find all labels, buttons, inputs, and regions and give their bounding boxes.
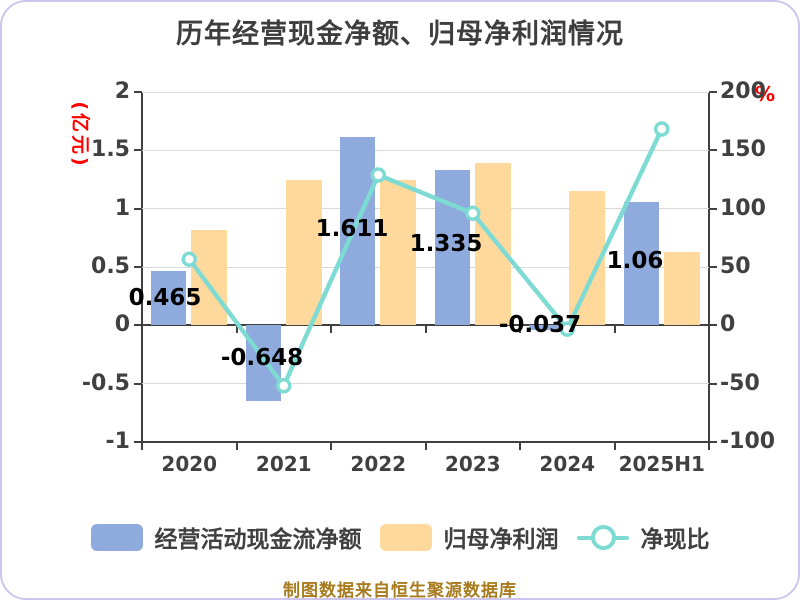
axis-tick xyxy=(134,382,142,385)
gridline xyxy=(142,208,709,210)
bar-value-label: 1.611 xyxy=(315,216,389,242)
axis-tick xyxy=(134,149,142,152)
legend-item-cash-ratio: 净现比 xyxy=(576,520,710,554)
y-axis-left-tick-label: -0.5 xyxy=(81,370,130,396)
y-axis-right-tick-label: 150 xyxy=(720,137,766,163)
x-axis-tick-label: 2023 xyxy=(444,452,501,476)
legend-item-operating-cashflow: 经营活动现金流净额 xyxy=(90,520,362,554)
axis-tick xyxy=(709,382,717,385)
axis-tick xyxy=(709,207,717,210)
bar-value-label: 0.465 xyxy=(128,285,202,311)
x-axis-tick-label: 2022 xyxy=(350,452,407,476)
bar-profit-2025H1 xyxy=(663,251,700,326)
category-tick-bottom xyxy=(613,442,616,450)
y-axis-left-tick-label: 2 xyxy=(114,79,130,104)
chart-title: 历年经营现金净额、归母净利润情况 xyxy=(176,19,624,50)
bar-profit-2020 xyxy=(191,229,228,326)
gridline xyxy=(142,91,709,93)
bar-cashflow-2025H1 xyxy=(623,201,659,326)
legend-circle-icon xyxy=(590,524,616,550)
category-tick-bottom xyxy=(708,442,710,450)
bar-profit-2023 xyxy=(474,163,511,326)
line-marker-2022 xyxy=(370,167,386,183)
y-axis-right-tick-label: 200 xyxy=(720,79,766,104)
category-tick-zero-line xyxy=(613,325,616,334)
bar-cashflow-2024 xyxy=(529,325,565,330)
right-axis-unit-label: % xyxy=(755,82,776,106)
bar-profit-2021 xyxy=(285,179,322,326)
bar-profit-2022 xyxy=(380,179,417,326)
cash-ratio-line xyxy=(187,128,664,389)
legend-item-net-profit: 归母净利润 xyxy=(379,520,559,554)
legend-label-operating-cashflow: 经营活动现金流净额 xyxy=(154,527,362,553)
axis-tick xyxy=(134,324,142,327)
line-marker-2020 xyxy=(181,251,197,267)
legend-label-net-profit: 归母净利润 xyxy=(443,527,559,553)
axis-tick xyxy=(134,207,142,210)
axis-tick xyxy=(709,91,717,93)
x-axis-tick-label: 2024 xyxy=(539,452,596,476)
legend-line-marker xyxy=(576,524,629,551)
gridline xyxy=(142,383,709,385)
bar-value-label: -0.037 xyxy=(498,312,582,338)
line-marker-2024 xyxy=(559,321,575,337)
axis-tick xyxy=(709,441,717,443)
bar-value-label: 1.06 xyxy=(606,248,664,274)
category-tick-bottom xyxy=(235,442,238,450)
y-axis-right-tick-label: 50 xyxy=(720,254,751,279)
plot-area: 0.465 -0.648 1.611 1.335 -0.037 1.06 xyxy=(129,91,717,450)
y-axis-left-tick-label: 1 xyxy=(114,195,130,221)
axis-tick xyxy=(709,324,717,327)
axis-tick xyxy=(134,441,142,443)
axis-tick xyxy=(134,266,142,268)
y-axis-right-tick-label: -50 xyxy=(720,370,760,396)
x-axis-tick-label: 2021 xyxy=(255,452,312,476)
category-tick-zero-line xyxy=(235,325,238,334)
axis-tick xyxy=(709,266,717,268)
legend-label-cash-ratio: 净现比 xyxy=(640,527,710,553)
category-tick-bottom xyxy=(330,442,332,450)
chart-legend: 经营活动现金流净额 归母净利润 净现比 xyxy=(2,519,798,555)
y-axis-left-tick-label: 1.5 xyxy=(91,137,130,163)
line-marker-2021 xyxy=(276,378,292,394)
x-axis-tick-label: 2020 xyxy=(161,452,218,476)
gridline xyxy=(142,266,709,268)
bar-value-label: -0.648 xyxy=(220,345,304,371)
bar-cashflow-2023 xyxy=(434,169,470,326)
category-tick-zero-line xyxy=(519,325,521,334)
bar-cashflow-2020 xyxy=(151,271,187,326)
bar-value-label: 1.335 xyxy=(409,231,483,257)
x-axis-tick-label: 2025H1 xyxy=(618,452,705,476)
y-axis-left-tick-label: 0 xyxy=(114,312,130,338)
category-tick-bottom xyxy=(424,442,427,450)
y-axis-right-tick-label: 0 xyxy=(720,312,736,338)
cash-ratio-line-layer xyxy=(181,121,670,394)
y-axis-right-tick-label: 100 xyxy=(720,195,766,221)
axis-tick xyxy=(134,91,142,93)
category-tick-bottom xyxy=(141,442,143,450)
gridline xyxy=(142,149,709,151)
y-axis-left-tick-label: -1 xyxy=(105,429,130,454)
legend-swatch-net-profit xyxy=(379,523,432,551)
y-axis-left-tick-label: 0.5 xyxy=(91,254,130,279)
bar-cashflow-2021 xyxy=(245,325,281,401)
line-marker-2023 xyxy=(465,205,481,222)
y-axis-right-tick-label: -100 xyxy=(720,429,776,454)
bar-cashflow-2022 xyxy=(340,137,376,326)
axis-tick xyxy=(709,149,717,152)
data-source-note: 制图数据来自恒生聚源数据库 xyxy=(283,581,517,600)
category-tick-zero-line xyxy=(330,325,332,334)
category-tick-bottom xyxy=(519,442,521,450)
legend-swatch-operating-cashflow xyxy=(90,523,143,551)
category-tick-zero-line xyxy=(424,325,427,334)
line-marker-2025H1 xyxy=(654,121,670,137)
